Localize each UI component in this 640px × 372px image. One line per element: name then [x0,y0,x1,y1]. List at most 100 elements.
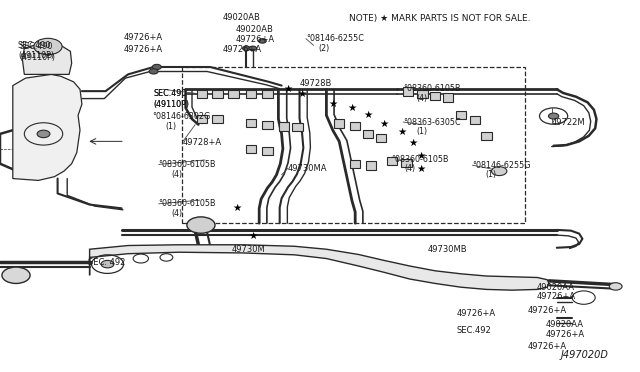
Text: ★: ★ [408,138,417,148]
Text: 49726+A: 49726+A [124,33,163,42]
Text: 49020AB: 49020AB [223,13,260,22]
Text: ★: ★ [232,203,241,213]
Circle shape [609,283,622,290]
Bar [197,90,207,98]
Text: (49110P): (49110P) [154,100,189,109]
Text: (4): (4) [404,164,415,173]
Bar [246,145,256,153]
Text: 49726+A: 49726+A [236,35,275,44]
Text: SEC.490: SEC.490 [154,89,187,98]
Text: ★: ★ [380,119,388,128]
Text: SEC.490: SEC.490 [19,42,52,51]
Text: ★: ★ [417,151,426,161]
Polygon shape [13,74,82,180]
Text: ★: ★ [328,99,337,109]
Text: 49726+A: 49726+A [545,330,584,339]
Circle shape [34,38,62,55]
Bar [246,90,256,98]
Bar [292,123,303,131]
Text: 49728+A: 49728+A [182,138,221,147]
Text: 49726+A: 49726+A [527,342,566,351]
Text: 49730M: 49730M [232,245,266,254]
Bar [246,119,256,127]
Bar [403,87,413,96]
Bar [182,67,525,223]
Bar [401,159,412,167]
Circle shape [249,46,257,51]
Bar [212,115,223,123]
Text: (2): (2) [319,44,330,53]
Bar [334,119,344,128]
Text: 49730MB: 49730MB [428,245,467,254]
Text: NOTE) ★ MARK PARTS IS NOT FOR SALE.: NOTE) ★ MARK PARTS IS NOT FOR SALE. [349,14,531,23]
Bar [279,122,289,131]
Bar [262,121,273,129]
Text: °08360-6105B: °08360-6105B [392,155,449,164]
Circle shape [259,39,266,43]
Bar [366,161,376,170]
Text: (49110P): (49110P) [19,53,55,62]
Text: °08360-6105B: °08360-6105B [159,160,216,169]
Text: ★: ★ [298,89,307,99]
Circle shape [152,64,161,70]
Text: ★: ★ [284,84,292,94]
Polygon shape [22,44,72,74]
Text: 49722M: 49722M [552,118,586,126]
Circle shape [149,69,158,74]
Circle shape [37,130,50,138]
Text: (4): (4) [416,94,427,103]
Text: (1): (1) [416,127,427,136]
Text: ★: ★ [417,164,426,174]
Text: SEC. 492: SEC. 492 [88,258,125,267]
Text: °08363-6305C: °08363-6305C [403,118,461,126]
Bar [350,160,360,168]
Text: J497020D: J497020D [561,350,609,360]
Circle shape [492,167,507,176]
Text: ★: ★ [364,110,372,120]
Text: SEC.492: SEC.492 [457,326,492,335]
Bar [387,157,397,165]
Text: (4): (4) [172,170,182,179]
Text: 49020AB: 49020AB [236,25,273,34]
Polygon shape [90,245,549,290]
Text: 49728B: 49728B [300,79,332,88]
Circle shape [548,113,559,119]
Bar [363,130,373,138]
Text: 49730MA: 49730MA [288,164,328,173]
Text: ★: ★ [348,103,356,113]
Bar [470,116,480,124]
Bar [262,90,273,98]
Bar [430,92,440,100]
Text: ★: ★ [248,231,257,241]
Bar [376,134,386,142]
Text: °08146-6255C: °08146-6255C [306,34,364,43]
Text: SEC.490: SEC.490 [154,89,187,98]
Bar [417,90,428,98]
Text: 49726+A: 49726+A [527,306,566,315]
Circle shape [187,217,215,233]
Text: (49110P): (49110P) [154,100,189,109]
Text: (1): (1) [485,170,496,179]
Text: 49020AA: 49020AA [545,320,583,329]
Text: SEC.490: SEC.490 [18,41,51,50]
Text: (4): (4) [172,209,182,218]
Text: 49726+A: 49726+A [536,292,575,301]
Text: (49110P): (49110P) [18,51,54,60]
Bar [456,111,466,119]
Circle shape [2,267,30,283]
Text: °08360-6105B: °08360-6105B [403,84,461,93]
Text: (1): (1) [165,122,176,131]
Text: 49726+A: 49726+A [124,45,163,54]
Text: 49020AA: 49020AA [536,283,574,292]
Circle shape [243,46,250,51]
Bar [262,147,273,155]
Text: °08146-6302G: °08146-6302G [152,112,211,121]
Bar [350,122,360,130]
Bar [481,132,492,140]
Text: ★: ★ [397,127,406,137]
Text: °08146-6255G: °08146-6255G [472,161,531,170]
Text: °08360-6105B: °08360-6105B [159,199,216,208]
Bar [443,93,453,102]
Text: 49726+A: 49726+A [457,309,496,318]
Text: 49726+A: 49726+A [223,45,262,54]
